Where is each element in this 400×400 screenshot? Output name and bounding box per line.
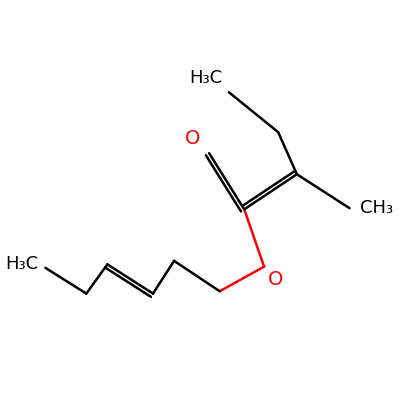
Text: H₃C: H₃C bbox=[5, 255, 38, 273]
Text: CH₃: CH₃ bbox=[360, 199, 393, 217]
Text: O: O bbox=[185, 128, 201, 148]
Text: H₃C: H₃C bbox=[189, 69, 222, 87]
Text: O: O bbox=[268, 270, 283, 289]
